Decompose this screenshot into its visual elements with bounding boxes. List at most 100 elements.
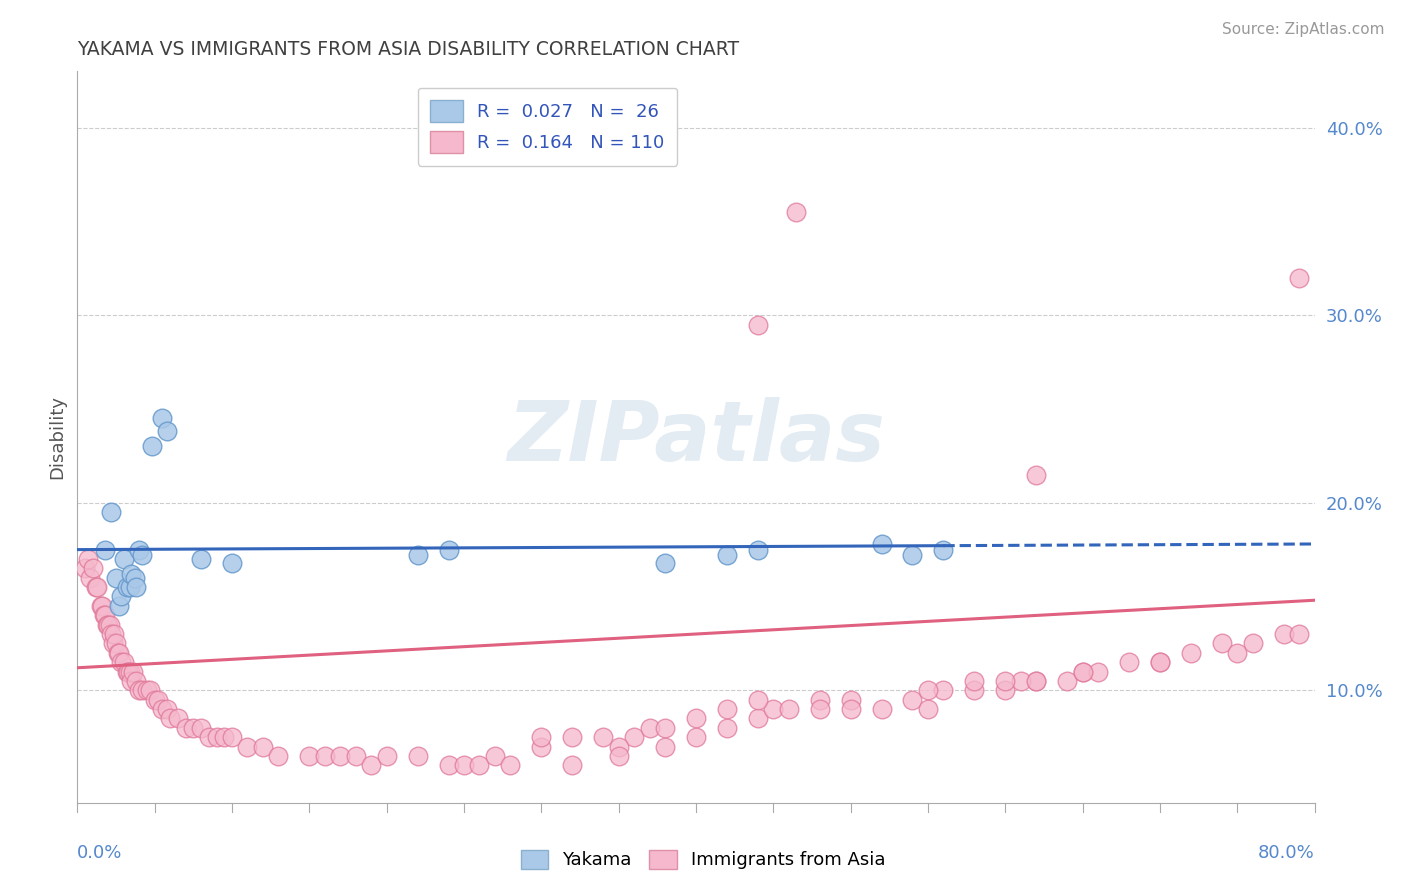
Point [118,580,141,594]
Point [1149,655,1171,669]
Point [747,692,769,706]
Point [607,748,630,763]
Point [214,730,236,744]
Point [839,692,862,706]
Text: 80.0%: 80.0% [1258,844,1315,862]
Point [121,673,143,688]
Point [236,739,259,754]
Point [747,318,769,332]
Point [108,599,131,613]
Point [437,758,460,772]
Point [901,692,924,706]
Point [110,655,132,669]
Point [1118,655,1140,669]
Point [205,730,228,744]
Point [94,542,117,557]
Point [1288,627,1310,641]
Point [93,608,115,623]
Point [1241,636,1264,650]
Point [198,730,221,744]
Point [1087,665,1109,679]
Point [716,702,738,716]
Point [124,571,146,585]
Point [592,730,614,744]
Point [747,711,769,725]
Point [90,599,111,613]
Legend: R =  0.027   N =  26, R =  0.164   N = 110: R = 0.027 N = 26, R = 0.164 N = 110 [418,87,678,166]
Point [84,580,107,594]
Point [112,552,135,566]
Point [870,537,893,551]
Point [453,758,475,772]
Text: Source: ZipAtlas.com: Source: ZipAtlas.com [1222,22,1385,37]
Text: 0.0%: 0.0% [77,844,122,862]
Point [97,617,120,632]
Point [716,721,738,735]
Point [105,571,127,585]
Point [329,748,352,763]
Point [484,748,506,763]
Point [607,739,630,754]
Point [167,711,190,725]
Legend: Yakama, Immigrants from Asia: Yakama, Immigrants from Asia [512,841,894,879]
Point [870,702,893,716]
Point [747,542,769,557]
Point [437,542,460,557]
Point [267,748,290,763]
Point [360,758,382,772]
Point [468,758,491,772]
Point [77,552,100,566]
Point [108,646,131,660]
Point [1211,636,1233,650]
Point [146,692,169,706]
Point [75,561,96,575]
Point [917,702,939,716]
Point [994,683,1017,698]
Point [963,673,986,688]
Point [183,721,205,735]
Point [654,556,676,570]
Point [252,739,274,754]
Point [190,721,212,735]
Point [530,739,553,754]
Point [156,425,179,439]
Point [91,599,114,613]
Point [561,730,583,744]
Point [1149,655,1171,669]
Point [808,692,831,706]
Point [152,702,174,716]
Point [125,673,148,688]
Point [152,411,174,425]
Point [716,548,738,562]
Point [103,627,125,641]
Text: YAKAMA VS IMMIGRANTS FROM ASIA DISABILITY CORRELATION CHART: YAKAMA VS IMMIGRANTS FROM ASIA DISABILIT… [77,39,740,59]
Point [1288,270,1310,285]
Point [128,542,150,557]
Point [221,730,243,744]
Point [174,721,197,735]
Point [1025,673,1047,688]
Point [638,721,661,735]
Point [1025,673,1047,688]
Y-axis label: Disability: Disability [48,395,66,479]
Point [136,683,159,698]
Point [141,440,163,454]
Point [499,758,522,772]
Point [839,702,862,716]
Point [159,711,181,725]
Point [406,748,429,763]
Point [917,683,939,698]
Point [100,505,122,519]
Point [118,665,141,679]
Point [963,683,986,698]
Point [314,748,336,763]
Point [79,571,101,585]
Point [685,730,707,744]
Point [786,205,808,219]
Point [1010,673,1032,688]
Point [685,711,707,725]
Point [117,665,139,679]
Point [156,702,179,716]
Point [115,665,138,679]
Point [139,683,162,698]
